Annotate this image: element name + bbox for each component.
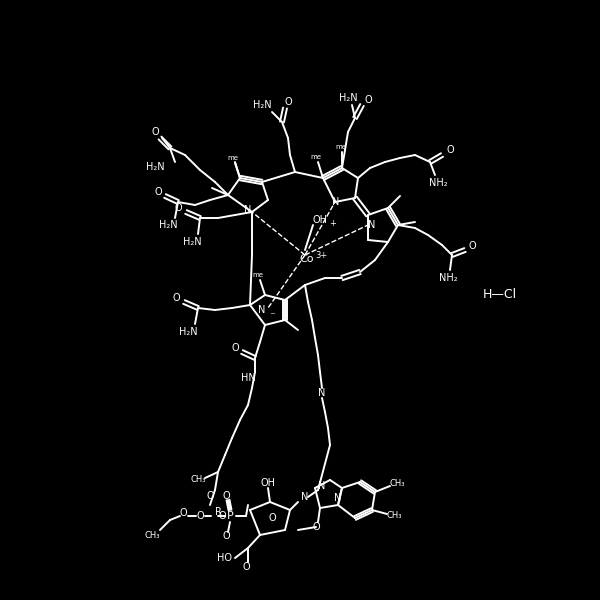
Text: H₂N: H₂N [146, 162, 164, 172]
Text: O: O [231, 343, 239, 353]
Text: N: N [301, 492, 308, 502]
Text: H₂N: H₂N [338, 93, 358, 103]
Text: O: O [242, 562, 250, 572]
Text: N: N [244, 205, 251, 215]
Text: O: O [312, 522, 320, 532]
Text: O: O [151, 127, 159, 137]
Text: O: O [268, 513, 276, 523]
Text: CH₃: CH₃ [386, 511, 402, 520]
Text: OH: OH [313, 215, 328, 225]
Text: O: O [468, 241, 476, 251]
Text: NH₂: NH₂ [428, 178, 448, 188]
Text: R: R [215, 507, 221, 517]
Text: O: O [222, 491, 230, 501]
Text: CH₃: CH₃ [144, 530, 160, 539]
Text: H₂N: H₂N [253, 100, 271, 110]
Text: me: me [311, 154, 322, 160]
Text: Co: Co [300, 254, 314, 264]
Text: OH: OH [260, 478, 275, 488]
Text: O: O [174, 203, 182, 213]
Text: O: O [284, 97, 292, 107]
Text: H₂N: H₂N [179, 327, 197, 337]
Text: N: N [319, 481, 326, 491]
Text: +: + [329, 218, 337, 227]
Text: O: O [196, 511, 204, 521]
Text: 3+: 3+ [315, 251, 327, 259]
Text: O: O [218, 511, 226, 521]
Text: N: N [334, 493, 341, 503]
Text: me: me [227, 155, 239, 161]
Text: H—Cl: H—Cl [483, 289, 517, 301]
Text: O: O [179, 508, 187, 518]
Text: O: O [446, 145, 454, 155]
Text: me: me [253, 272, 263, 278]
Text: O: O [206, 491, 214, 501]
Text: CH₃: CH₃ [190, 475, 206, 485]
Text: H₂N: H₂N [182, 237, 202, 247]
Text: O: O [154, 187, 162, 197]
Text: me: me [335, 144, 347, 150]
Text: H₂N: H₂N [158, 220, 178, 230]
Text: O: O [172, 293, 180, 303]
Text: N: N [368, 220, 376, 230]
Text: HN: HN [241, 373, 256, 383]
Text: ⁻: ⁻ [269, 311, 275, 321]
Text: CH₃: CH₃ [389, 479, 405, 488]
Text: N: N [319, 388, 326, 398]
Text: O: O [364, 95, 372, 105]
Text: N: N [332, 197, 340, 207]
Text: P: P [227, 511, 233, 521]
Text: HO: HO [218, 553, 233, 563]
Text: NH₂: NH₂ [439, 273, 457, 283]
Text: N: N [259, 305, 266, 315]
Text: O: O [222, 531, 230, 541]
